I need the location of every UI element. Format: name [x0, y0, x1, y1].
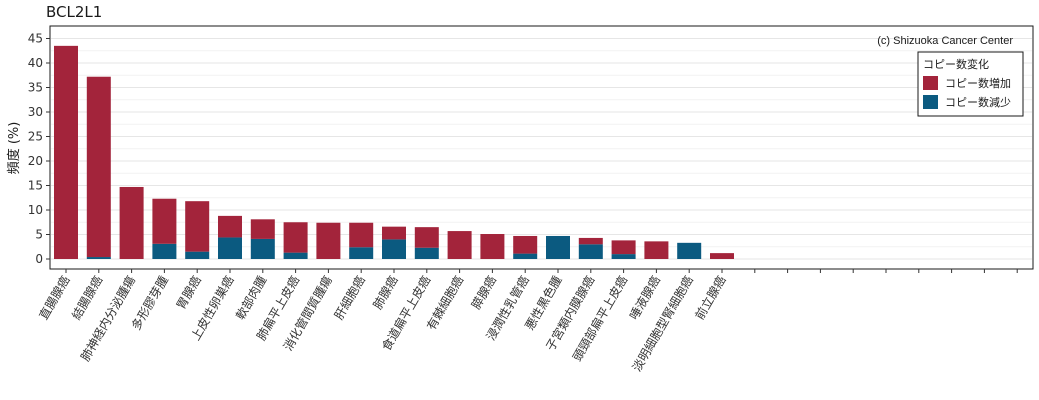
bar-gain: [316, 222, 341, 259]
bar-loss: [382, 239, 406, 259]
x-tick-label: 直腸腺癌: [36, 273, 73, 322]
bar-gain: [480, 234, 505, 259]
bar-loss: [349, 247, 374, 259]
bar-loss: [546, 235, 570, 259]
bar-gain: [578, 237, 603, 245]
legend-swatch-loss: [923, 95, 938, 109]
plot-area: [49, 25, 1034, 270]
y-tick-label: 15: [28, 179, 43, 193]
x-tick-label: 唾液腺癌: [626, 273, 663, 322]
y-tick-label: 30: [28, 105, 43, 119]
y-axis-label: 頻度 (%): [6, 122, 22, 175]
bar-gain: [218, 215, 242, 238]
bar-loss: [250, 238, 275, 259]
bar-loss: [185, 251, 210, 259]
legend-title: コピー数変化: [923, 57, 989, 71]
y-tick-label: 10: [28, 203, 43, 217]
legend-label-gain: コピー数増加: [945, 77, 1011, 90]
x-tick-label: 結腸腺癌: [68, 273, 105, 322]
bars: [54, 45, 734, 259]
bar-gain: [611, 240, 636, 255]
bar-loss: [218, 237, 242, 259]
chart-title: BCL2L1: [46, 3, 102, 21]
bar-gain: [382, 226, 406, 240]
bar-gain: [414, 227, 439, 248]
y-tick-label: 25: [28, 130, 43, 144]
bar-loss: [611, 254, 636, 259]
x-tick-label: 淡明細胞型腎細胞癌: [629, 273, 696, 374]
bar-loss: [578, 244, 603, 259]
bar-gain: [54, 45, 78, 259]
bar-gain: [152, 198, 177, 244]
x-tick-label: 肺腺癌: [370, 273, 401, 312]
gridlines: [51, 38, 1032, 260]
bar-loss: [513, 253, 538, 259]
bar-loss: [283, 252, 308, 259]
bar-gain: [185, 201, 210, 252]
bar-loss: [677, 242, 702, 259]
x-tick-label: 前立腺癌: [692, 273, 729, 322]
bar-gain: [119, 186, 144, 259]
bar-gain: [447, 231, 472, 259]
x-tick-label: 胃腺癌: [173, 273, 204, 312]
bar-gain: [349, 222, 374, 248]
y-tick-label: 35: [28, 81, 43, 95]
bar-gain: [644, 241, 669, 259]
bar-loss: [414, 247, 439, 259]
x-tick-label: 肝細胞癌: [331, 273, 368, 322]
legend-swatch-gain: [923, 76, 938, 90]
y-axis: 0 5 10 15 20 25 30 35 40 45: [28, 32, 50, 266]
y-tick-label: 40: [28, 56, 43, 70]
bar-gain: [86, 76, 111, 258]
bar-gain: [283, 222, 308, 253]
bar-gain: [250, 219, 275, 239]
bar-loss: [152, 243, 177, 259]
bar-gain: [513, 235, 538, 254]
y-tick-label: 5: [35, 228, 43, 242]
x-tick-label: 軟部肉腫: [232, 273, 269, 322]
legend-label-loss: コピー数減少: [945, 95, 1011, 109]
bar-loss: [86, 257, 111, 259]
bar-gain: [710, 253, 734, 259]
x-tick-label: 膵腺癌: [468, 273, 499, 312]
legend: コピー数変化 コピー数増加 コピー数減少: [917, 51, 1024, 117]
y-tick-label: 0: [35, 252, 43, 266]
y-tick-label: 45: [28, 32, 43, 46]
credit-text: (c) Shizuoka Cancer Center: [877, 35, 1013, 47]
y-tick-label: 20: [28, 154, 43, 168]
